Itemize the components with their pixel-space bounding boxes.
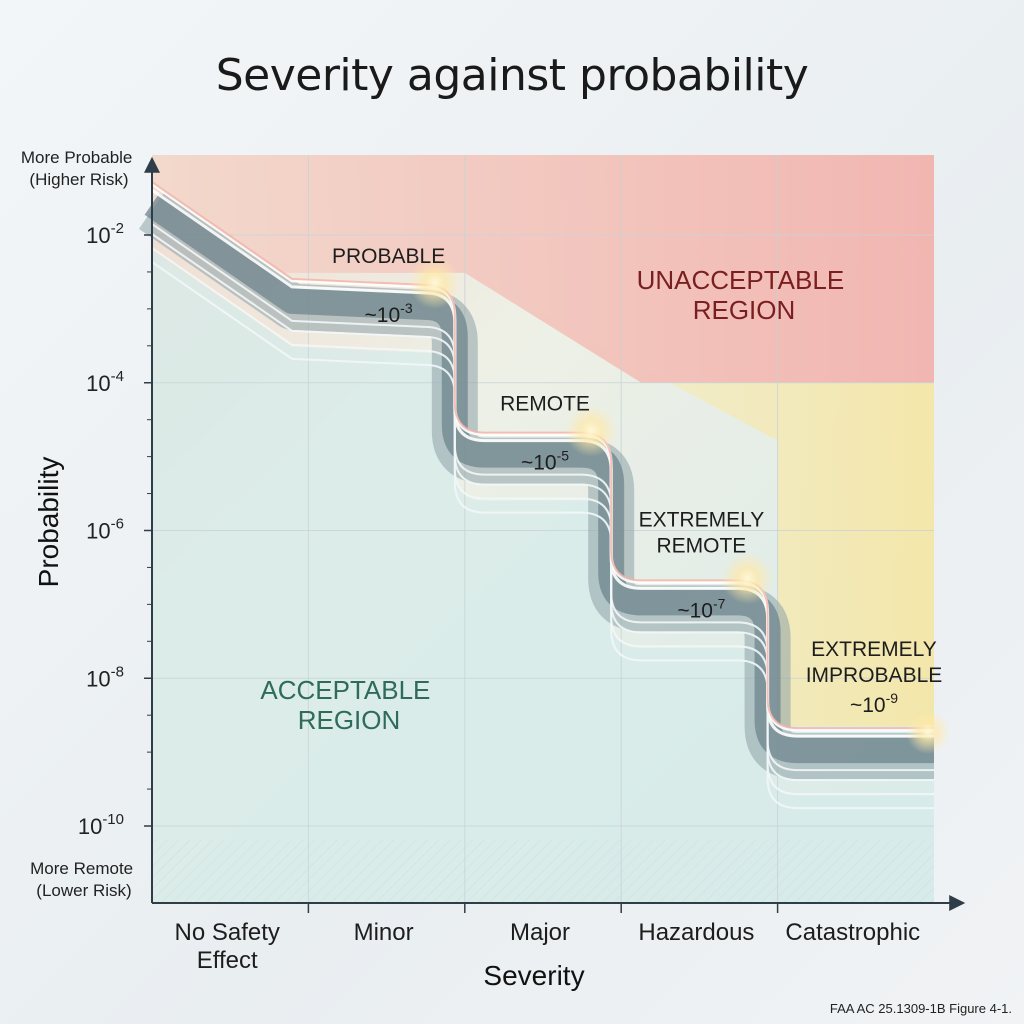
acceptable-region-label: ACCEPTABLE REGION (260, 675, 437, 735)
caution-region-area (464, 272, 934, 727)
hatch-strip (152, 840, 934, 903)
step-probability-base: ~10 (521, 452, 557, 475)
x-category-label: Catastrophic (785, 919, 920, 946)
x-category-line: Minor (354, 919, 414, 946)
step-label-line: EXTREMELY (811, 638, 937, 661)
step-probability-exponent: -7 (713, 595, 726, 611)
step-probability-exponent: -9 (886, 690, 899, 706)
y-tick-base: 10 (86, 519, 110, 544)
y-bottom-note-line-1: More Remote (30, 859, 133, 878)
step-label-line: REMOTE (656, 534, 746, 557)
step-label-line: IMPROBABLE (806, 664, 943, 687)
x-category-label: Major (510, 919, 570, 946)
acceptable-line-1: ACCEPTABLE (260, 675, 430, 705)
step-label: REMOTE (500, 393, 590, 416)
x-category-line: Catastrophic (785, 919, 920, 946)
step-glow (721, 552, 774, 605)
y-tick-exponent: -6 (111, 516, 124, 533)
y-bottom-note: More Remote (Lower Risk) (30, 859, 138, 900)
step-glows (408, 256, 950, 755)
y-tick-base: 10 (86, 223, 110, 248)
step-probability-base: ~10 (850, 694, 886, 717)
grid-lines (152, 155, 934, 903)
step-label-line: PROBABLE (332, 245, 445, 268)
chart-title: Severity against probability (215, 50, 809, 101)
y-tick-label: 10-2 (86, 220, 124, 248)
x-category-line: Hazardous (638, 919, 754, 946)
step-label-line: EXTREMELY (639, 508, 765, 531)
x-category-line: Effect (197, 947, 258, 974)
x-category-line: No Safety (175, 919, 280, 946)
step-label: EXTREMELY IMPROBABLE (806, 638, 943, 687)
step-glow (408, 256, 461, 309)
y-ticks: 10-210-410-610-810-10 (78, 220, 152, 839)
y-tick-base: 10 (78, 814, 102, 839)
y-axis-title: Probability (33, 457, 64, 588)
y-tick-label: 10-6 (86, 516, 124, 544)
step-probability-exponent: -5 (557, 448, 570, 464)
step-probability-base: ~10 (677, 599, 713, 622)
step-probability-label: ~10-3 (365, 300, 413, 327)
y-tick-label: 10-8 (86, 663, 124, 691)
unacceptable-region-area (152, 155, 934, 383)
step-label-line: REMOTE (500, 393, 590, 416)
step-band (138, 181, 934, 810)
x-axis-title: Severity (483, 960, 584, 991)
step-glow (565, 404, 618, 457)
y-tick-exponent: -4 (111, 368, 124, 385)
y-tick-label: 10-4 (86, 368, 124, 396)
y-tick-exponent: -2 (111, 220, 124, 237)
y-tick-base: 10 (86, 371, 110, 396)
acceptable-region-area (152, 250, 934, 903)
step-label: EXTREMELY REMOTE (639, 508, 765, 557)
x-category-line: Major (510, 919, 570, 946)
band-edge-line (151, 181, 934, 730)
acceptable-line-2: REGION (298, 705, 401, 735)
step-probability-base: ~10 (365, 304, 401, 327)
y-top-note-line-1: More Probable (21, 148, 133, 167)
x-ticks: No Safety Effect Minor Major Hazardous Catast… (175, 903, 920, 974)
y-tick-exponent: -10 (102, 811, 124, 828)
x-category-label: Minor (354, 919, 414, 946)
step-probability-label: ~10-7 (677, 595, 725, 622)
unacceptable-line-2: REGION (693, 295, 796, 325)
y-bottom-note-line-2: (Lower Risk) (36, 881, 131, 900)
y-tick-base: 10 (86, 666, 110, 691)
step-probability-exponent: -3 (400, 300, 413, 316)
unacceptable-line-1: UNACCEPTABLE (637, 265, 845, 295)
step-glow (906, 710, 950, 755)
y-tick-exponent: -8 (111, 663, 124, 680)
x-category-label: Hazardous (638, 919, 754, 946)
y-top-note-line-2: (Higher Risk) (29, 170, 128, 189)
source-note: FAA AC 25.1309-1B Figure 4-1. (829, 1001, 1012, 1016)
x-category-label: No Safety Effect (175, 919, 280, 974)
y-top-note: More Probable (Higher Risk) (21, 148, 137, 189)
step-label: PROBABLE (332, 245, 445, 268)
unacceptable-region-label: UNACCEPTABLE REGION (637, 265, 852, 325)
y-tick-label: 10-10 (78, 811, 124, 839)
step-probability-label: ~10-9 (850, 690, 898, 717)
step-probability-label: ~10-5 (521, 448, 569, 475)
